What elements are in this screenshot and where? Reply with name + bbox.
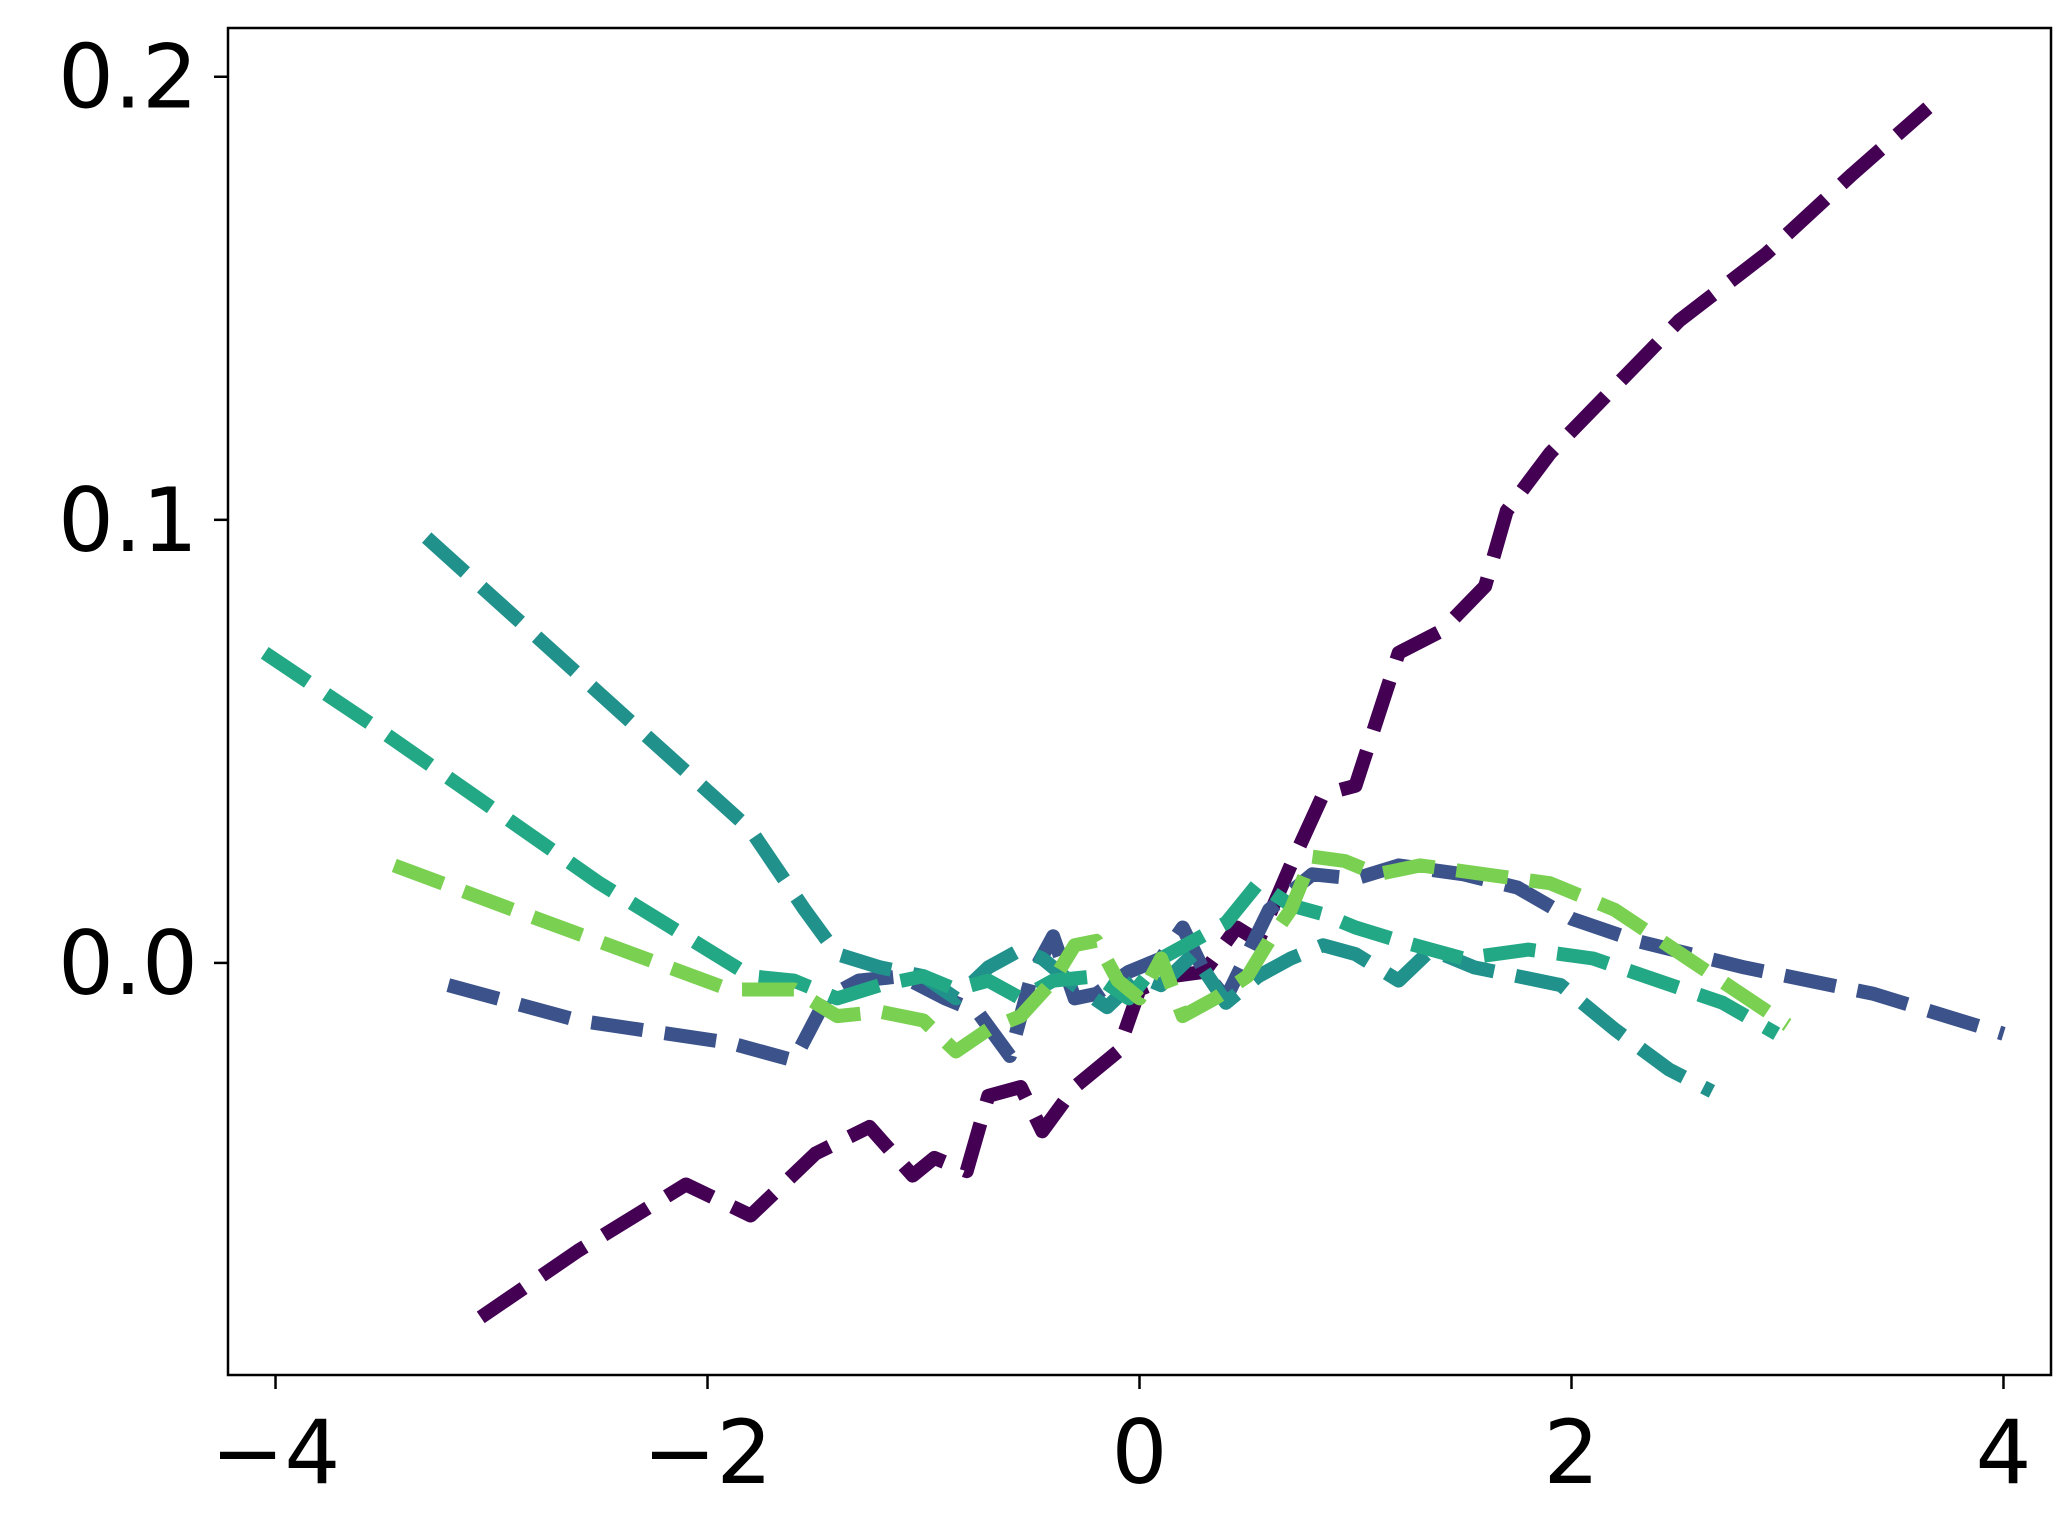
series-line-1: [476, 102, 1933, 1324]
series-line-4: [260, 646, 1781, 1040]
y-tick-label: 0.2: [58, 26, 198, 129]
y-axis: 0.0 0.1 0.2: [58, 26, 228, 1015]
x-axis: −4 −2 0 2 4: [211, 1375, 2031, 1504]
y-tick-label: 0.0: [58, 912, 198, 1015]
x-tick-label: 4: [1975, 1401, 2031, 1504]
x-tick-label: 0: [1112, 1401, 1168, 1504]
series-line-5: [391, 849, 1792, 1059]
x-tick-label: −2: [643, 1401, 773, 1504]
x-tick-label: 2: [1543, 1401, 1599, 1504]
series-layer: [260, 102, 2006, 1324]
x-tick-label: −4: [211, 1401, 341, 1504]
series-line-3: [422, 532, 1716, 1098]
plot-area-frame: [226, 26, 2053, 1377]
y-tick-label: 0.1: [58, 469, 198, 572]
